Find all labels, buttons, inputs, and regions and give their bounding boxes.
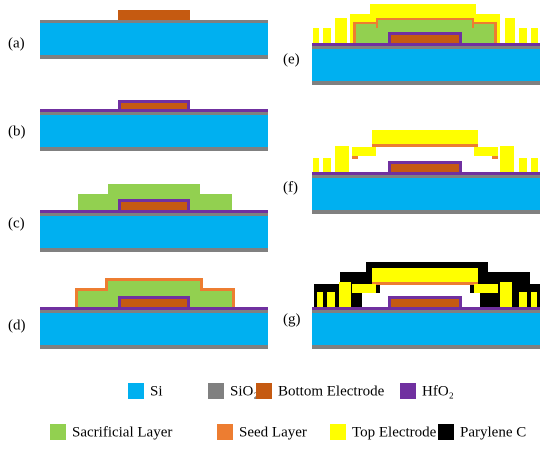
seed-layer — [372, 144, 478, 147]
seed-layer — [492, 156, 498, 159]
legend-label: HfO₂ — [422, 383, 454, 399]
legend-label: SiO₂ — [230, 383, 259, 399]
legend-label: Top Electrode — [352, 424, 437, 440]
panel-label: (c) — [8, 215, 25, 231]
sio2-layer — [312, 345, 540, 349]
top-electrode — [500, 282, 512, 307]
top-electrode — [323, 158, 331, 172]
panel-label: (b) — [8, 123, 26, 139]
hfo2-layer — [40, 210, 268, 213]
hfo2-layer — [312, 307, 540, 310]
legend-swatch — [50, 424, 66, 440]
legend-swatch — [128, 383, 144, 399]
top-electrode — [372, 268, 478, 282]
top-electrode — [474, 284, 498, 293]
hfo2-layer — [312, 43, 540, 46]
top-electrode — [500, 146, 514, 172]
top-electrode — [313, 158, 319, 172]
top-electrode — [327, 292, 335, 307]
top-electrode — [505, 18, 515, 43]
legend-swatch — [256, 383, 272, 399]
legend-label: Si — [150, 383, 163, 399]
legend-swatch — [208, 383, 224, 399]
top-electrode — [519, 28, 527, 43]
bottom-electrode — [121, 103, 187, 109]
hfo2-layer — [312, 172, 540, 175]
si-substrate — [40, 313, 268, 345]
hfo2-layer — [40, 109, 268, 112]
sacrificial-layer — [108, 281, 200, 293]
bottom-electrode — [121, 299, 187, 307]
seed-layer — [372, 282, 478, 285]
sio2-layer — [40, 345, 268, 349]
top-electrode — [372, 130, 478, 144]
process-steps — [40, 4, 540, 349]
top-electrode — [519, 158, 527, 172]
panel-label: (e) — [283, 51, 300, 67]
legend-label: Sacrificial Layer — [72, 424, 172, 440]
top-electrode — [335, 146, 349, 172]
top-electrode — [531, 28, 538, 43]
legend-label: Bottom Electrode — [278, 383, 385, 399]
top-electrode — [323, 28, 331, 43]
top-electrode — [531, 292, 537, 307]
hfo2-layer — [40, 307, 268, 310]
bottom-electrode — [391, 299, 459, 307]
sacrificial-layer — [378, 20, 472, 30]
top-electrode — [519, 292, 527, 307]
sio2-layer — [312, 175, 540, 178]
top-electrode — [313, 28, 319, 43]
sio2-layer — [312, 310, 540, 313]
top-electrode — [531, 158, 538, 172]
bottom-electrode — [118, 10, 190, 20]
sio2-layer — [40, 112, 268, 115]
top-electrode — [352, 147, 376, 156]
legend-label: Parylene C — [460, 424, 526, 440]
legend-swatch — [330, 424, 346, 440]
legend-swatch — [217, 424, 233, 440]
si-substrate — [312, 178, 540, 210]
sacrificial-layer — [108, 184, 200, 196]
sio2-layer — [40, 213, 268, 216]
sio2-layer — [40, 310, 268, 313]
top-electrode — [335, 18, 347, 43]
sio2-layer — [40, 248, 268, 252]
top-electrode — [339, 282, 351, 307]
legend-swatch — [438, 424, 454, 440]
bottom-electrode — [391, 164, 459, 172]
bottom-electrode — [391, 35, 459, 43]
top-electrode — [474, 147, 498, 156]
si-substrate — [40, 216, 268, 248]
panel-label: (g) — [283, 311, 301, 327]
sio2-layer — [40, 147, 268, 151]
sio2-layer — [40, 20, 268, 23]
si-substrate — [40, 23, 268, 55]
si-substrate — [312, 313, 540, 345]
top-electrode — [352, 284, 376, 293]
si-substrate — [312, 49, 540, 81]
seed-layer — [352, 156, 358, 159]
top-electrode — [317, 292, 323, 307]
legend-swatch — [400, 383, 416, 399]
sio2-layer — [312, 46, 540, 49]
sio2-layer — [40, 55, 268, 59]
panel-label: (f) — [283, 179, 298, 195]
panel-label: (d) — [8, 317, 26, 333]
legend-label: Seed Layer — [239, 424, 307, 440]
si-substrate — [40, 115, 268, 147]
sio2-layer — [312, 81, 540, 85]
sio2-layer — [312, 210, 540, 214]
bottom-electrode — [121, 202, 187, 210]
panel-label: (a) — [8, 35, 25, 51]
